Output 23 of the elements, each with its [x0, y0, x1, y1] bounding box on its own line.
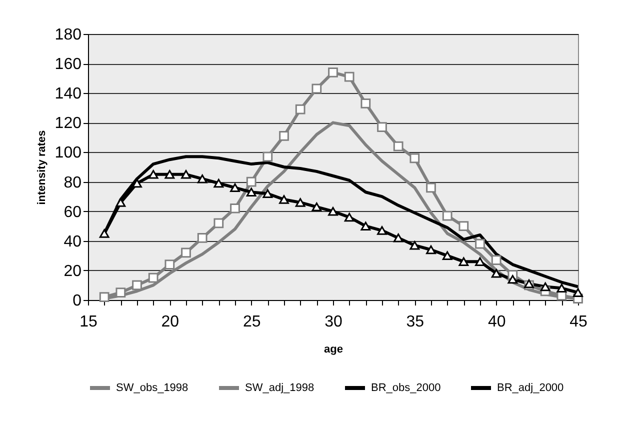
y-tick-label: 80: [64, 174, 82, 192]
y-tick-label: 180: [54, 26, 82, 44]
y-tick-label: 160: [54, 56, 82, 74]
y-tick-label: 100: [54, 144, 82, 162]
x-tick-label: 40: [488, 314, 506, 330]
legend-label: BR_adj_2000: [497, 382, 564, 394]
y-tick-label: 60: [64, 204, 82, 221]
x-tick-label: 45: [570, 314, 588, 330]
x-axis-title: age: [324, 344, 343, 356]
x-tick-label: 35: [406, 314, 424, 330]
y-tick-label: 140: [54, 86, 82, 103]
x-tick-label: 15: [80, 314, 98, 330]
y-tick-label: 0: [72, 292, 82, 310]
x-tick-label: 20: [161, 314, 180, 330]
x-tick-label: 30: [324, 314, 342, 330]
y-tick-label: 20: [64, 262, 82, 280]
y-tick-label: 120: [54, 115, 82, 132]
y-tick-label: 40: [64, 233, 82, 250]
x-tick-label: 25: [242, 314, 261, 330]
legend-label: BR_obs_2000: [371, 382, 441, 394]
y-axis-title: intensity rates: [36, 130, 48, 205]
legend-label: SW_obs_1998: [116, 382, 188, 394]
legend-label: SW_adj_1998: [245, 382, 314, 394]
